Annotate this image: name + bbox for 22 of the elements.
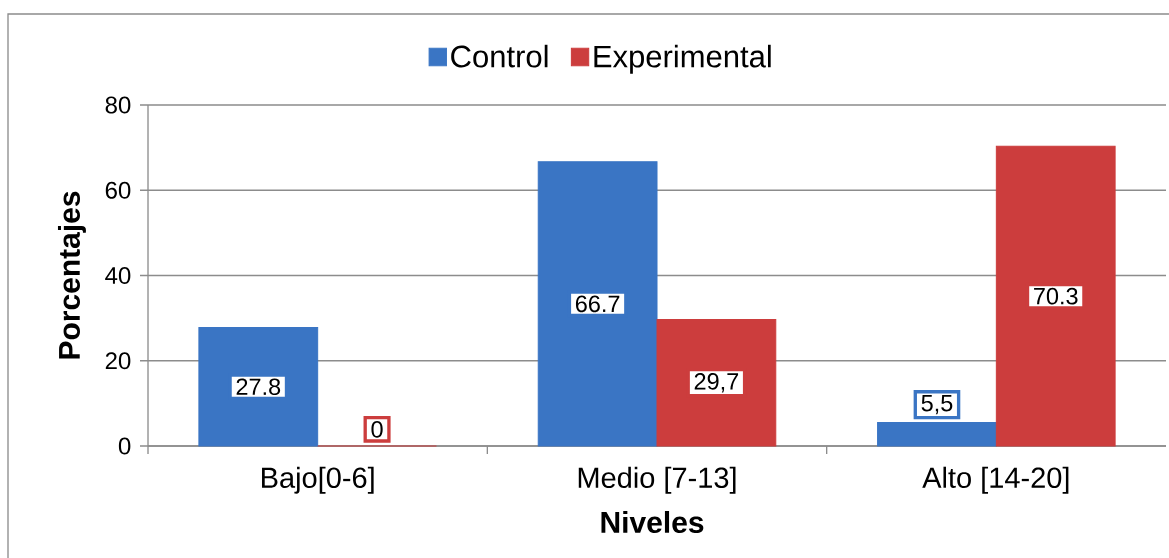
x-axis-title: Niveles <box>601 510 704 534</box>
bar <box>877 422 997 447</box>
bar <box>198 327 319 447</box>
data-label: 66.7 <box>575 295 620 313</box>
data-label: 70.3 <box>1034 287 1078 305</box>
data-label: 27.8 <box>236 378 281 396</box>
data-label: 29,7 <box>694 373 739 393</box>
data-label: 5,5 <box>921 395 953 415</box>
x-tick-label: Bajo[0-6] <box>262 466 374 494</box>
y-tick-label: 60 <box>105 181 131 199</box>
y-axis-title: Porcentajes <box>57 191 86 359</box>
legend-label: Experimental <box>594 44 771 74</box>
data-label: 0 <box>371 421 383 438</box>
x-tick-label: Alto [14-20] <box>922 466 1069 494</box>
x-tick-label: Medio [7-13] <box>578 466 736 494</box>
y-tick-label: 0 <box>118 437 131 455</box>
y-tick-label: 80 <box>105 96 131 114</box>
legend-label: Control <box>451 44 548 68</box>
y-tick-label: 20 <box>105 352 131 370</box>
bar <box>995 145 1116 447</box>
bar <box>537 161 658 447</box>
y-tick-label: 40 <box>105 266 131 284</box>
